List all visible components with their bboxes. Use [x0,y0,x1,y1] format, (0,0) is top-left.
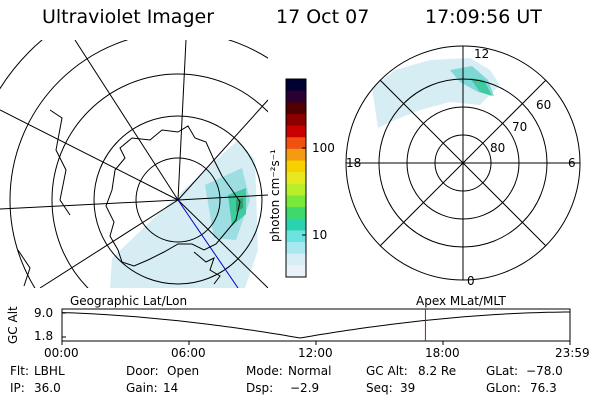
colorbar-segment [286,113,306,127]
timeline-axis-title: GC Alt [6,306,20,344]
mlt-label-top: 12 [474,47,490,61]
door-label: Door: [126,364,159,378]
colorbar-segment [286,265,306,278]
ip-label: IP: [10,381,25,395]
mode-value: Normal [288,364,332,378]
glat-value: −78.0 [526,364,563,378]
polar-map-label: Apex MLat/MLT [416,294,506,308]
altitude-timeline [61,308,571,345]
timeline-xtick-0600: 06:00 [171,346,206,360]
seq-value: 39 [400,381,416,395]
colorbar-unit-label: photon cm⁻²s⁻¹ [268,149,282,242]
gain-label: Gain: [126,381,158,395]
timeline-ytick-low: 1.8 [34,329,54,343]
glat-label: GLat: [486,364,519,378]
geographic-map [0,40,268,288]
filter-value: LBHL [34,364,65,378]
ip-value: 36.0 [34,381,61,395]
colorbar-segment [286,137,306,150]
colorbar-segment [286,207,306,220]
door-value: Open [167,364,200,378]
timeline-xtick-2359: 23:59 [555,346,590,360]
timeline-xtick-1800: 18:00 [425,346,460,360]
colorbar-tick-100: 100 [312,141,335,155]
colorbar-segment [286,125,306,138]
colorbar-segment [286,195,306,208]
colorbar-segment [286,218,306,231]
observation-date: 17 Oct 07 [276,6,370,28]
gain-value: 14 [163,381,179,395]
colorbar-segment [286,230,306,243]
filter-label: Flt: [10,364,29,378]
gc-alt-label: GC Alt: [366,364,408,378]
mlat-label-80: 80 [490,141,506,155]
antarctica-coastline [105,125,241,267]
intensity-colorbar [285,78,307,278]
colorbar-segment [286,90,306,103]
colorbar-segment [286,148,306,162]
colorbar-segment [286,172,306,185]
mlat-label-70: 70 [512,120,528,134]
colorbar-frame [285,78,307,278]
seq-label: Seq: [366,381,393,395]
colorbar-segment [286,242,306,255]
observation-time: 17:09:56 UT [425,6,542,28]
polar-map [345,45,581,281]
mlt-label-left: 18 [346,156,362,170]
mlt-label-right: 6 [568,156,576,170]
mlat-label-60: 60 [536,98,552,112]
altitude-curve [61,311,570,339]
timeline-xtick-1200: 12:00 [298,346,333,360]
dsp-label: Dsp: [246,381,274,395]
glon-value: 76.3 [530,381,557,395]
instrument-title: Ultraviolet Imager [42,6,215,28]
colorbar-segment [286,102,306,115]
gc-alt-value: 8.2 Re [418,364,457,378]
colorbar-tick-10: 10 [312,228,328,242]
colorbar-segment [286,183,306,196]
colorbar-segment [286,160,306,173]
geo-map-label: Geographic Lat/Lon [70,294,188,308]
dsp-value: −2.9 [290,381,320,395]
timeline-ytick-high: 9.0 [34,306,54,320]
timeline-xtick-0000: 00:00 [44,346,79,360]
glon-label: GLon: [486,381,521,395]
uv-emission-region-geo [110,140,258,288]
uv-emission-region-polar [372,58,500,128]
mlt-label-bottom: 0 [467,274,475,288]
colorbar-segment [286,79,306,92]
colorbar-segment [286,253,306,266]
mode-label: Mode: [246,364,283,378]
